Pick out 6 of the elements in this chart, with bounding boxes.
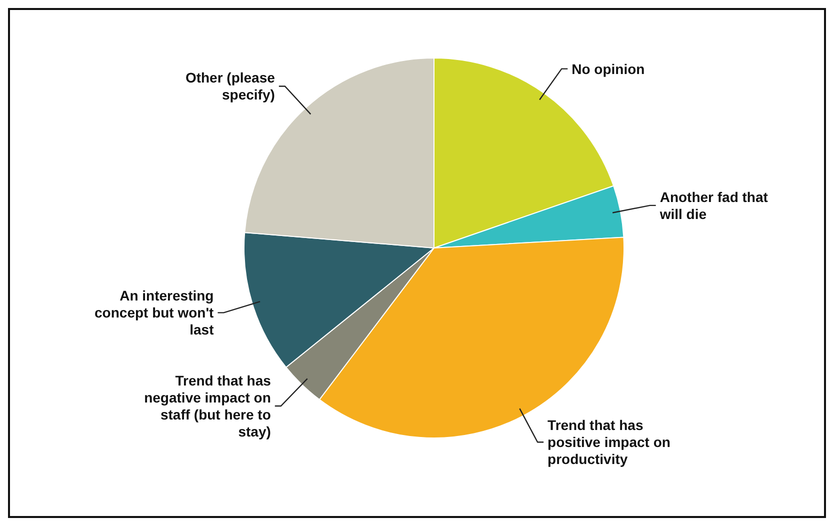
slice-label: Another fad that will die (658, 188, 768, 222)
slice-label: Trend that has positive impact on productivity (548, 417, 670, 468)
slice-label: Trend that has negative impact on staff (but here to stay) (144, 372, 272, 440)
slice-label: An interesting concept but won't last (94, 288, 214, 338)
slice-label: Other (please specify) (185, 70, 276, 103)
slice-label: No opinion (572, 60, 645, 77)
